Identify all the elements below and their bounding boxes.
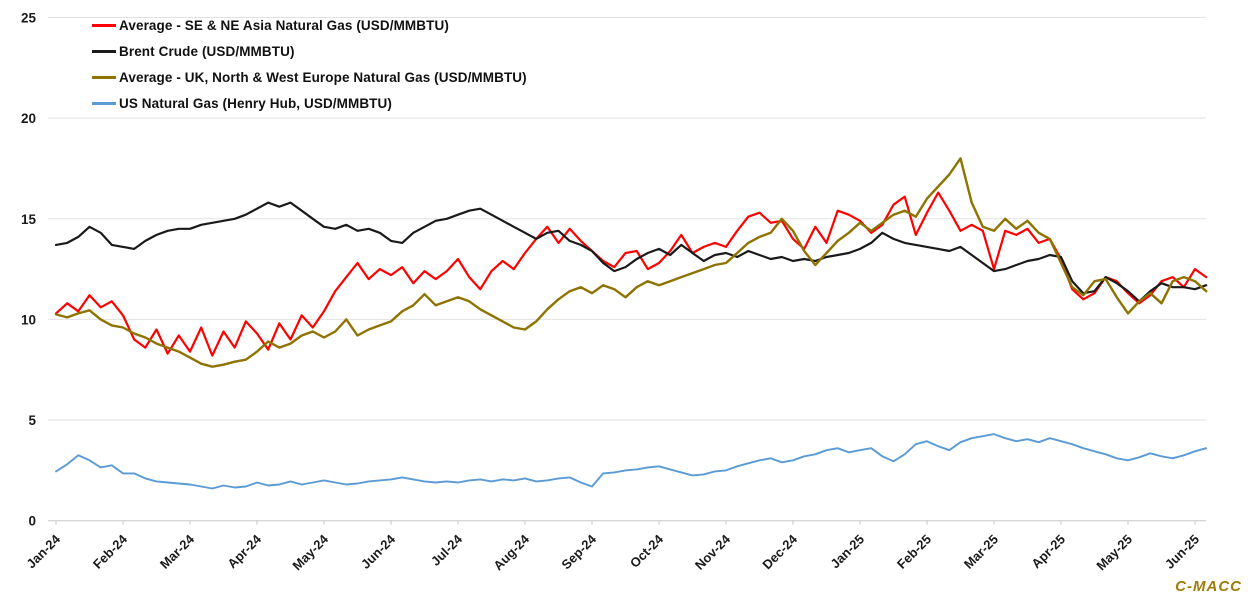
x-tick-label-Jan-25: Jan-25 <box>827 532 867 572</box>
x-tick-label-Jan-24: Jan-24 <box>23 531 63 571</box>
series-line-europe-gas <box>54 157 1208 368</box>
x-tick-label-Apr-24: Apr-24 <box>224 531 264 571</box>
x-tick-label-May-25: May-25 <box>1093 532 1135 574</box>
legend-label-brent-crude: Brent Crude (USD/MMBTU) <box>119 44 295 59</box>
y-tick-label-10: 10 <box>21 312 36 327</box>
y-tick-label-20: 20 <box>21 111 36 126</box>
x-tick-label-Oct-24: Oct-24 <box>627 531 667 571</box>
x-tick-label-Jun-24: Jun-24 <box>358 531 399 572</box>
legend-label-henry-hub: US Natural Gas (Henry Hub, USD/MMBTU) <box>119 96 392 111</box>
y-tick-label-15: 15 <box>21 212 37 227</box>
legend-item-brent-crude: Brent Crude (USD/MMBTU) <box>92 42 527 61</box>
legend-label-europe-gas: Average - UK, North & West Europe Natura… <box>119 70 527 85</box>
x-tick-label-Nov-24: Nov-24 <box>692 531 734 573</box>
x-tick-label-Jun-25: Jun-25 <box>1162 532 1202 572</box>
series-line-asia-lng <box>54 191 1208 357</box>
asia-lng-line-swatch <box>92 24 116 27</box>
x-tick-label-Mar-24: Mar-24 <box>157 531 198 572</box>
legend-item-asia-lng: Average - SE & NE Asia Natural Gas (USD/… <box>92 16 527 35</box>
legend-label-asia-lng: Average - SE & NE Asia Natural Gas (USD/… <box>119 18 449 33</box>
y-tick-label-25: 25 <box>21 10 37 25</box>
x-tick-label-Aug-24: Aug-24 <box>490 531 532 573</box>
chart-legend: Average - SE & NE Asia Natural Gas (USD/… <box>92 16 527 113</box>
x-tick-label-May-24: May-24 <box>289 531 331 573</box>
y-tick-label-0: 0 <box>28 514 36 529</box>
brent-crude-line-swatch <box>92 50 116 53</box>
legend-item-henry-hub: US Natural Gas (Henry Hub, USD/MMBTU) <box>92 94 527 113</box>
europe-gas-line-swatch <box>92 76 116 79</box>
henry-hub-line-swatch <box>92 102 116 105</box>
x-tick-label-Mar-25: Mar-25 <box>961 532 1001 572</box>
legend-item-europe-gas: Average - UK, North & West Europe Natura… <box>92 68 527 87</box>
x-tick-label-Feb-25: Feb-25 <box>894 532 934 572</box>
series-line-henry-hub <box>55 433 1208 490</box>
x-tick-label-Sep-24: Sep-24 <box>558 531 599 572</box>
cmacc-watermark: C-MACC <box>1175 578 1242 595</box>
x-tick-label-Jul-24: Jul-24 <box>428 531 466 569</box>
x-tick-label-Apr-25: Apr-25 <box>1028 532 1068 572</box>
x-tick-label-Dec-24: Dec-24 <box>759 531 800 572</box>
y-tick-label-5: 5 <box>28 413 36 428</box>
x-tick-label-Feb-24: Feb-24 <box>90 531 131 572</box>
series-line-brent-crude <box>54 201 1208 303</box>
